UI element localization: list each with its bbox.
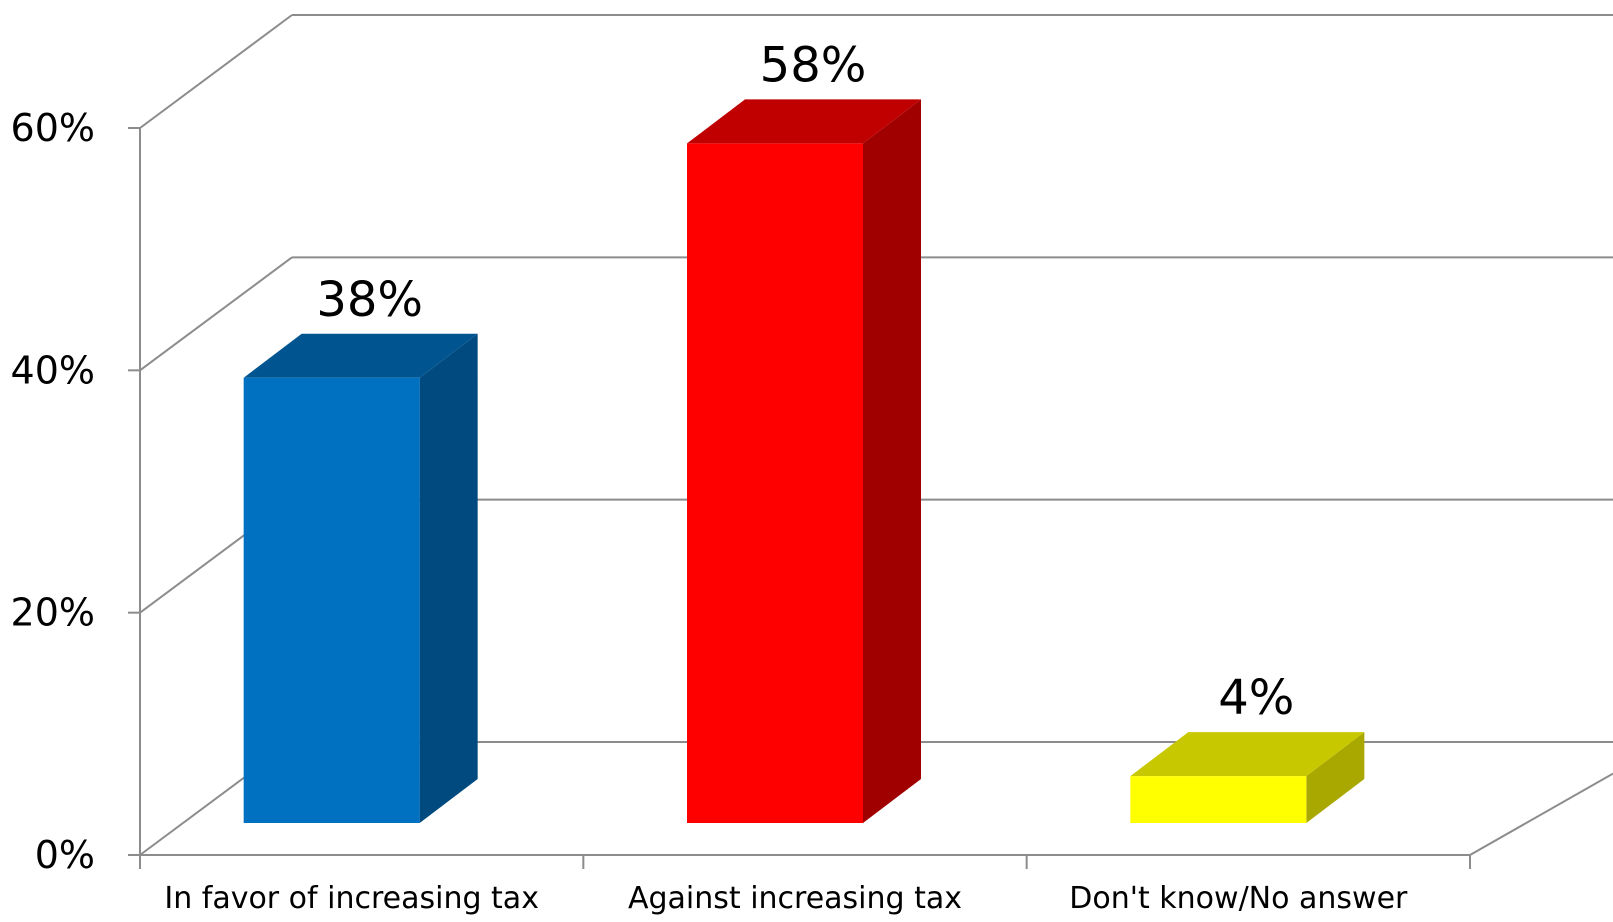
gridline-depth-3 [139,14,293,129]
bar-1 [687,143,863,823]
data-label-0: 38% [316,272,423,328]
gridline-depth-2 [139,256,293,372]
bar-side-1 [863,99,921,823]
y-tick-label-2: 40% [11,348,95,392]
data-label-2: 4% [1218,670,1294,726]
bar-0 [243,377,420,823]
bar-top-1 [687,99,921,144]
bar-side-0 [419,333,478,823]
y-tick-label-1: 20% [11,591,95,635]
bar-top-0 [243,333,478,378]
category-label-2: Don't know/No answer [1069,881,1408,916]
bar-layer [243,99,1365,823]
category-label-1: Against increasing tax [628,881,962,916]
floor-right-edge [1469,772,1613,856]
category-label-0: In favor of increasing tax [164,881,539,916]
bar-side-2 [1306,732,1365,823]
grid-layer [128,14,1613,869]
y-tick-label-3: 60% [11,106,95,150]
bar-top-2 [1130,732,1365,777]
data-label-1: 58% [760,37,867,93]
label-layer: 0% 20% 40% 60% 38% In favor of increasing tax… [11,37,1409,916]
bar-2 [1130,776,1307,823]
y-tick-label-0: 0% [35,833,95,877]
